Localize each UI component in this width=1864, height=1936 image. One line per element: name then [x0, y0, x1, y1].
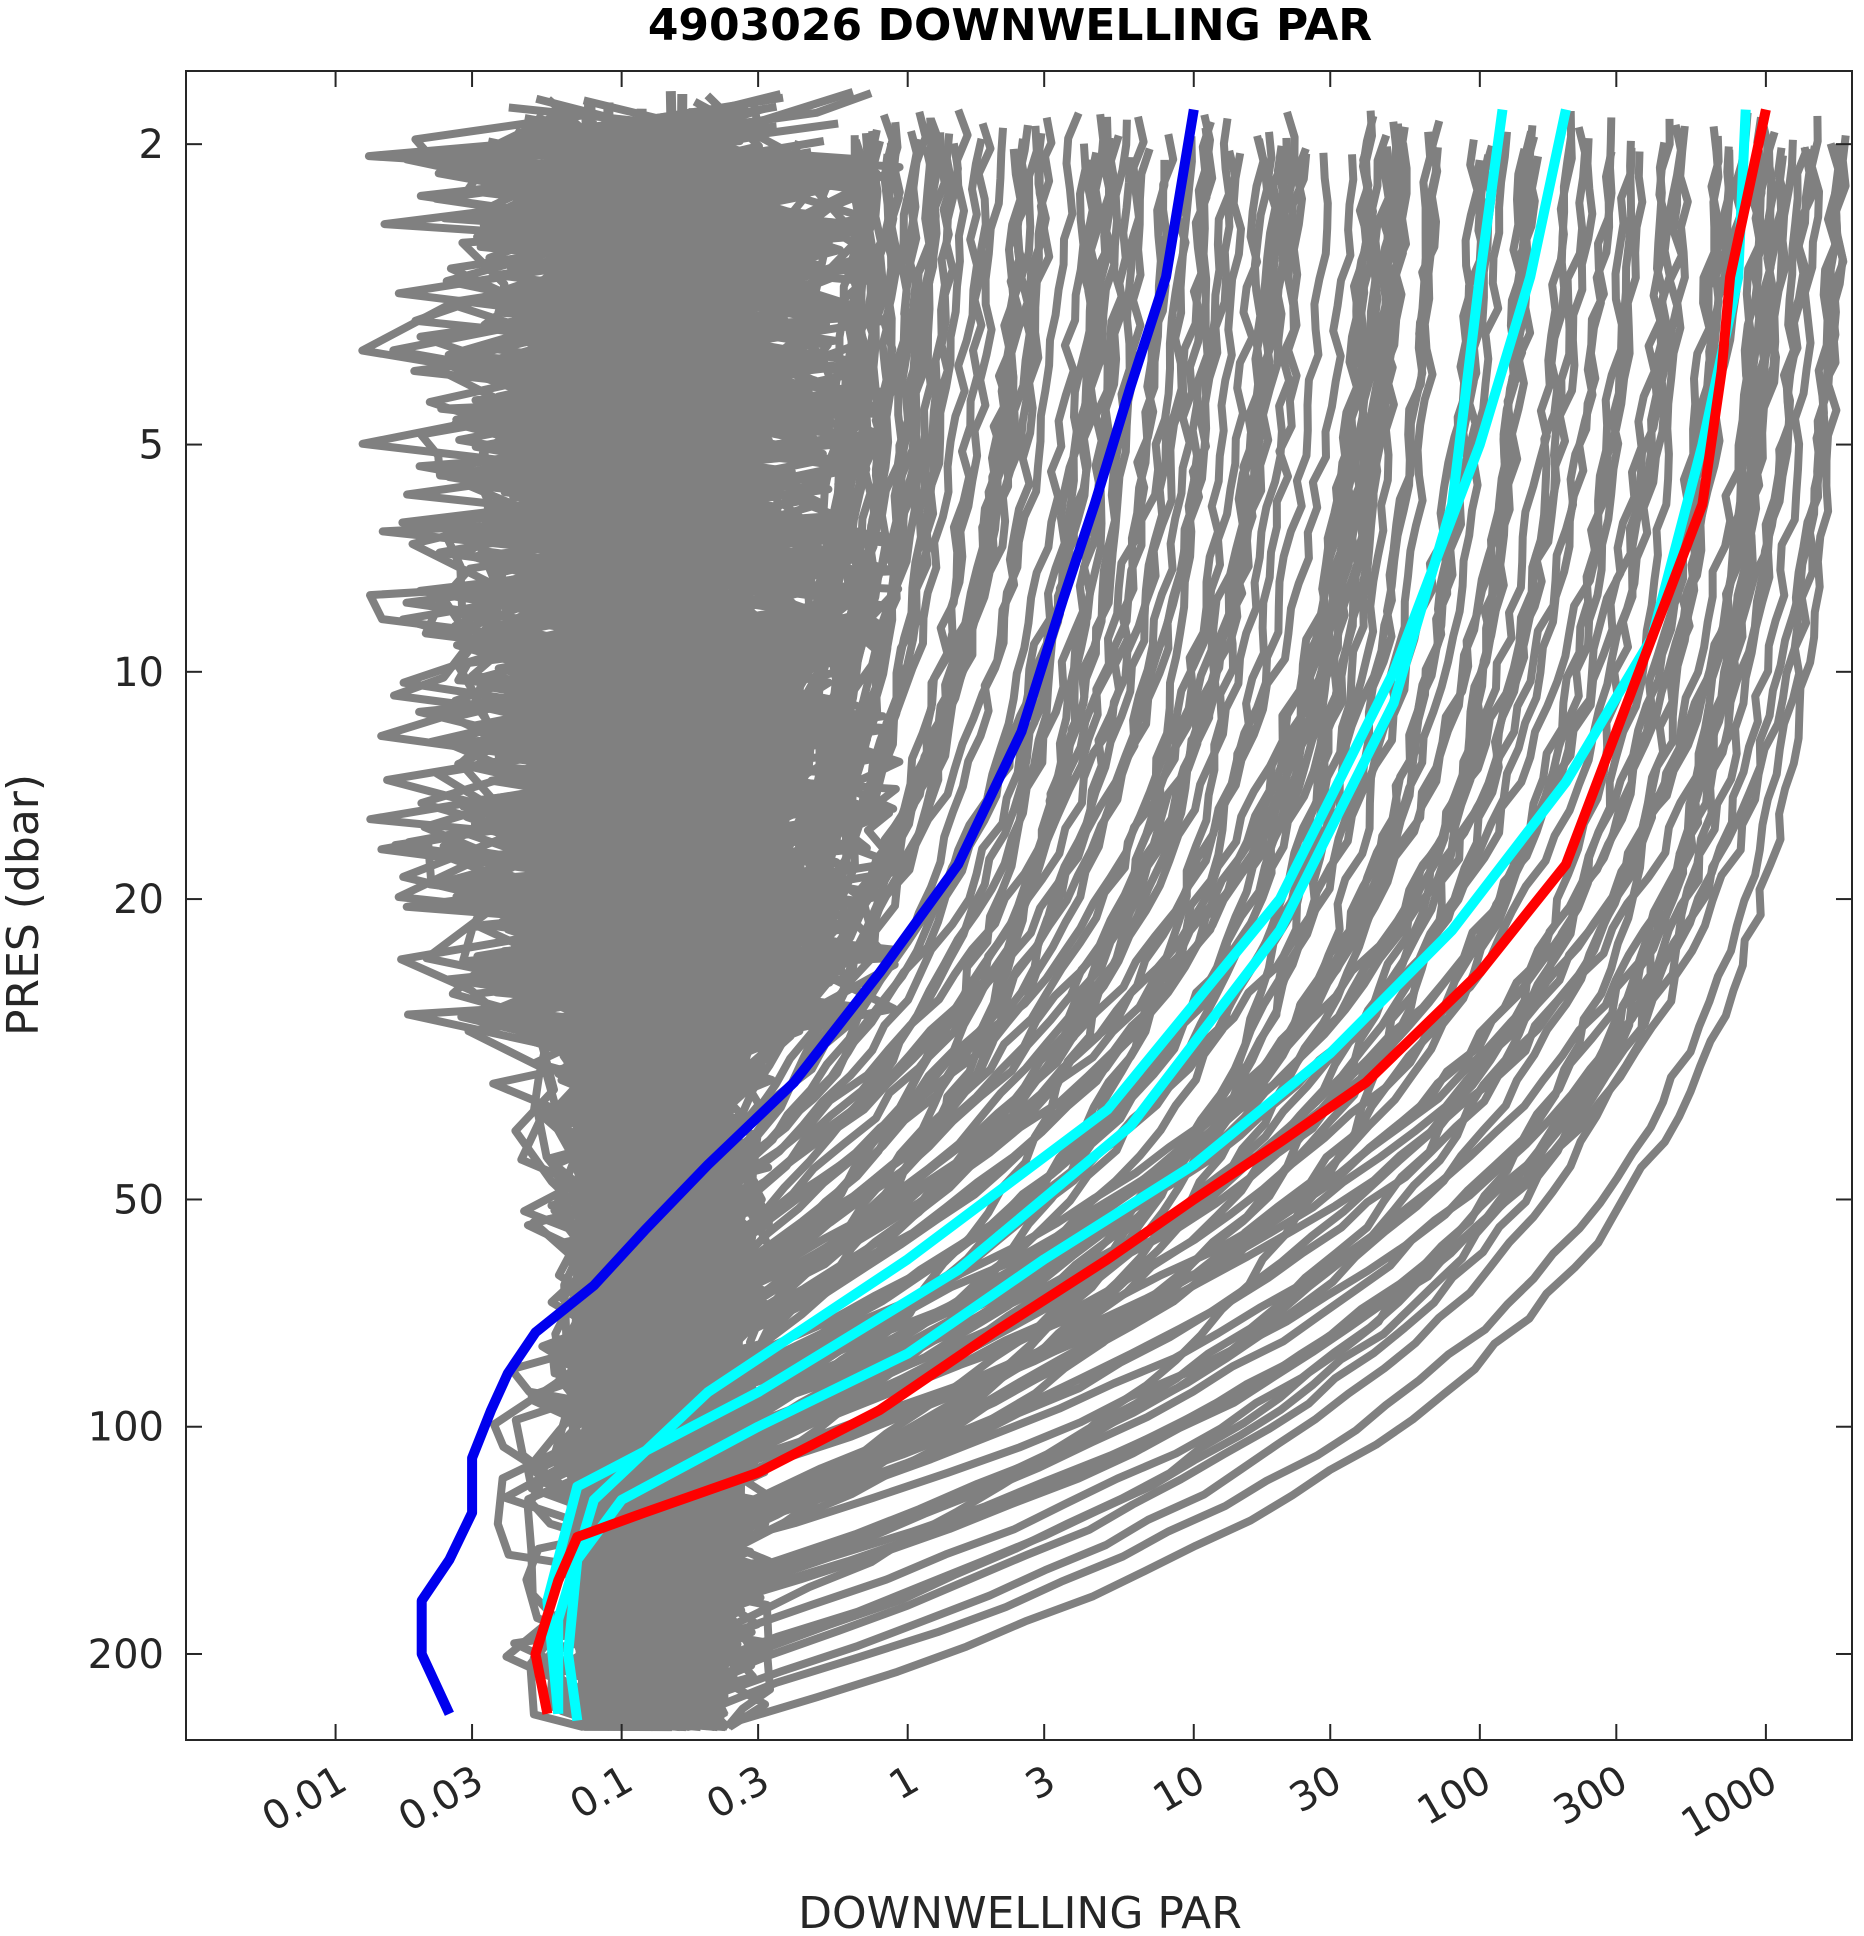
x-tick-label: 30: [1282, 1757, 1349, 1822]
gray-profile-line: [708, 115, 1823, 1706]
y-tick-label: 5: [139, 423, 164, 469]
highlighted-profile-line: [542, 108, 1508, 1715]
gray-profile-line: [705, 155, 1543, 1723]
y-tick-label: 10: [113, 650, 164, 696]
gray-profile-line: [732, 157, 1848, 1727]
x-tick-label: 300: [1546, 1757, 1635, 1835]
gray-profile-line: [694, 126, 1589, 1719]
y-tick-label: 50: [113, 1177, 164, 1223]
x-tick-label: 0.3: [699, 1757, 777, 1829]
x-tick-label: 0.01: [254, 1757, 354, 1841]
y-tick-label: 200: [88, 1632, 164, 1678]
gray-profile-line: [608, 153, 630, 1728]
y-tick-label: 2: [139, 122, 164, 168]
x-tick-label: 0.1: [563, 1757, 641, 1829]
highlighted-profiles: [416, 108, 1771, 1722]
gray-profile-line: [711, 142, 1843, 1712]
x-axis-label: DOWNWELLING PAR: [798, 1888, 1242, 1936]
y-tick-label: 20: [113, 877, 164, 923]
gray-profile-line: [565, 100, 595, 1728]
x-tick-label: 1000: [1674, 1757, 1785, 1848]
gray-profile-line: [653, 169, 672, 1728]
highlighted-profile-line: [563, 109, 1751, 1722]
gray-profile-line: [691, 137, 1119, 1704]
gray-profile-line: [693, 116, 1767, 1708]
gray-profile-line: [578, 128, 610, 1728]
plot-frame: [185, 70, 1853, 1741]
x-tick-label: 10: [1146, 1757, 1213, 1822]
chart-title: 4903026 DOWNWELLING PAR: [648, 0, 1372, 51]
gray-profile-line: [693, 121, 1401, 1713]
x-tick-label: 3: [1018, 1757, 1063, 1810]
x-tick-label: 0.03: [391, 1757, 491, 1841]
highlighted-profile-line: [416, 108, 1199, 1716]
y-axis-label: PRES (dbar): [0, 774, 49, 1036]
y-tick-label: 100: [88, 1405, 164, 1451]
x-tick-label: 100: [1410, 1757, 1499, 1835]
gray-profile-line: [692, 140, 1636, 1708]
gray-profile-line: [700, 130, 1779, 1723]
highlighted-profile-line: [530, 108, 1771, 1715]
y-axis: 2 5 10 20 50 100 200: [88, 122, 1852, 1678]
x-tick-label: 1: [882, 1757, 927, 1810]
gray-profile-line: [701, 146, 1812, 1714]
gray-profile-line: [633, 168, 656, 1728]
gray-profile-line: [591, 148, 619, 1728]
